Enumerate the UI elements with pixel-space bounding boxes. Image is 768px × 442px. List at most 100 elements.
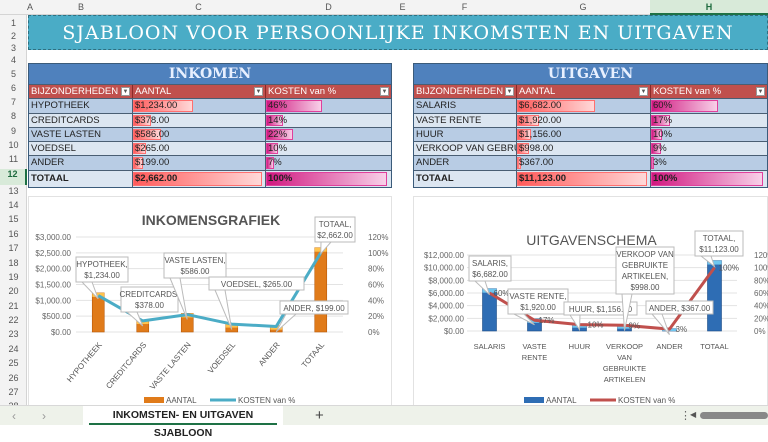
amount-cell[interactable]: $6,682.00 [517,99,651,113]
row-header[interactable]: 16 [8,229,19,239]
percent-cell[interactable]: 9% [651,142,767,155]
column-header[interactable]: H [650,0,768,15]
column-header[interactable]: E [399,2,406,12]
amount-cell[interactable]: $1,920.00 [517,113,651,127]
scroll-left-icon[interactable]: ◀ [690,410,697,419]
item-name-cell[interactable]: TOTAAL [414,170,517,187]
column-header[interactable]: G [579,2,587,12]
row-header[interactable]: 5 [10,69,16,79]
column-header[interactable]: F [461,2,468,12]
item-name-cell[interactable]: VASTE RENTE [414,113,517,127]
percent-value: 17% [653,114,673,126]
expenses-chart[interactable]: UITGAVENSCHEMA $0.00 0% $2,000.00 20% $4,000.… [413,196,768,406]
row-header[interactable]: 15 [8,214,19,224]
x-tick-label: VASTE RENTE [522,342,547,362]
y-tick-label: $2,500.00 [35,249,71,258]
column-header[interactable]: A [27,2,34,12]
amount-value: $1,920.00 [519,114,562,126]
amount-cell[interactable]: $11,123.00 [517,170,651,187]
percent-cell[interactable]: 3% [651,156,767,169]
item-name-cell[interactable]: VOEDSEL [29,142,133,156]
amount-value: $378.00 [135,114,170,126]
row-header[interactable]: 20 [8,286,19,296]
row-header[interactable]: 12 [0,169,27,185]
item-name-cell[interactable]: HYPOTHEEK [29,99,133,113]
item-name-cell[interactable]: ANDER [414,156,517,170]
data-label-box [507,288,569,315]
row-header[interactable]: 2 [10,31,16,41]
row-header[interactable]: 21 [8,301,19,311]
item-name-cell[interactable]: HUUR [414,127,517,142]
row-header[interactable]: 27 [8,387,19,397]
row-header[interactable]: 4 [10,55,16,65]
row-header[interactable]: 6 [10,83,16,93]
percent-value: 9% [653,143,667,155]
horizontal-scrollbar[interactable] [700,412,768,419]
row-header[interactable]: 17 [8,243,19,253]
percent-cell[interactable]: 100% [266,171,391,187]
percent-cell[interactable]: 10% [651,128,767,141]
amount-cell[interactable]: $199.00 [133,156,266,170]
amount-cell[interactable]: $2,662.00 [133,170,266,187]
column-header[interactable]: C [195,2,202,12]
row-header[interactable]: 25 [8,358,19,368]
percent-cell[interactable]: 22% [266,128,391,141]
prev-sheet-button[interactable]: ‹ [12,409,16,423]
row-header[interactable]: 8 [10,111,16,121]
y-tick-label: $2,000.00 [35,265,71,274]
amount-cell[interactable]: $1,234.00 [133,99,266,113]
row-header[interactable]: 9 [10,126,16,136]
percent-cell[interactable]: 14% [266,114,391,127]
filter-dropdown-icon[interactable]: ▼ [639,87,648,96]
percent-cell[interactable]: 7% [266,156,391,169]
column-header[interactable]: D [325,2,332,12]
percent-cell[interactable]: 10% [266,142,391,155]
row-header[interactable]: 13 [8,186,19,196]
add-sheet-button[interactable]: + [315,407,324,424]
data-label: HYPOTHEEK, $1,234.00 [76,260,128,280]
amount-cell[interactable]: $367.00 [517,156,651,170]
amount-cell[interactable]: $265.00 [133,142,266,156]
income-chart[interactable]: INKOMENSGRAFIEK $0.00 0% $500.00 20% $1,000.0… [28,196,392,406]
filter-dropdown-icon[interactable]: ▼ [254,87,263,96]
x-tick-label: ANDER [656,342,683,351]
row-header[interactable]: 7 [10,97,16,107]
data-bar [517,171,647,186]
item-name-cell[interactable]: CREDITCARDS [29,113,133,127]
column-header[interactable]: B [77,2,84,12]
row-header[interactable]: 1 [10,18,16,28]
row-header[interactable]: 26 [8,373,19,383]
sheet-tab-active[interactable]: INKOMSTEN- EN UITGAVEN SJABLOON [83,406,283,439]
row-header[interactable]: 19 [8,272,19,282]
row-header[interactable]: 22 [8,315,19,325]
percent-cell[interactable]: 17% [651,114,767,127]
next-sheet-button[interactable]: › [42,409,46,423]
row-header[interactable]: 18 [8,258,19,268]
item-name-cell[interactable]: ANDER [29,156,133,170]
row-header[interactable]: 23 [8,329,19,339]
amount-cell[interactable]: $998.00 [517,142,651,156]
item-name-cell[interactable]: VASTE LASTEN [29,127,133,142]
data-bar [133,143,146,155]
row-header[interactable]: 10 [8,140,19,150]
item-name-cell[interactable]: TOTAAL [29,170,133,187]
percent-cell[interactable]: 100% [651,171,767,187]
amount-cell[interactable]: $1,156.00 [517,127,651,142]
row-header[interactable]: 3 [10,43,16,53]
amount-cell[interactable]: $378.00 [133,113,266,127]
filter-dropdown-icon[interactable]: ▼ [121,87,130,96]
item-name-cell[interactable]: VERKOOP VAN GEBRUIKTE ARTIKELEN [414,142,517,156]
item-name-cell[interactable]: SALARIS [414,99,517,113]
more-options-icon[interactable]: ⋮ [680,410,691,422]
filter-dropdown-icon[interactable]: ▼ [756,87,765,96]
percent-cell[interactable]: 46% [266,99,391,112]
filter-dropdown-icon[interactable]: ▼ [505,87,514,96]
percent-cell[interactable]: 60% [651,99,767,112]
filter-dropdown-icon[interactable]: ▼ [380,87,389,96]
data-bar [517,114,539,126]
row-header[interactable]: 24 [8,344,19,354]
row-header[interactable]: 11 [8,154,19,164]
y2-tick-label: 0% [754,327,766,336]
amount-cell[interactable]: $586.00 [133,127,266,142]
row-header[interactable]: 14 [8,200,19,210]
